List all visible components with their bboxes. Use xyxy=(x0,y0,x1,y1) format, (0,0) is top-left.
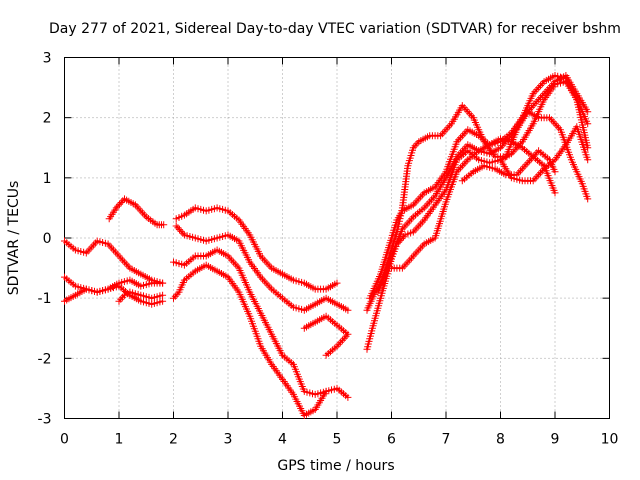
y-axis-label: SDTVAR / TECUs xyxy=(6,181,22,296)
series-track-6 xyxy=(172,204,341,293)
x-tick-label: 0 xyxy=(60,432,69,448)
x-tick-label: 8 xyxy=(496,432,505,448)
series-markers xyxy=(115,288,167,305)
y-tick-label: 0 xyxy=(43,231,52,247)
series-markers xyxy=(172,222,352,314)
series-track-4 xyxy=(115,288,167,305)
y-tick-labels: -3 -2 -1 0 1 2 3 xyxy=(38,51,52,428)
y-tick-label: -1 xyxy=(38,291,52,307)
series-track-5 xyxy=(105,195,168,229)
series-track-8 xyxy=(170,246,352,401)
series-markers xyxy=(497,123,592,185)
series-track-7 xyxy=(172,222,352,314)
x-axis-label: GPS time / hours xyxy=(277,458,394,474)
series-track-10 xyxy=(300,312,352,359)
series-track-1 xyxy=(61,237,167,287)
y-tick-label: 3 xyxy=(43,51,52,67)
series-markers xyxy=(61,237,167,287)
y-tick-label: -3 xyxy=(38,412,52,428)
x-tick-label: 1 xyxy=(115,432,124,448)
series-track-17 xyxy=(497,123,592,185)
series-group xyxy=(61,72,592,419)
y-tick-label: -2 xyxy=(38,351,52,367)
series-markers xyxy=(105,195,168,229)
x-tick-label: 4 xyxy=(278,432,287,448)
x-tick-label: 5 xyxy=(333,432,342,448)
series-markers xyxy=(172,204,341,293)
series-markers xyxy=(300,312,352,359)
x-tick-label: 3 xyxy=(224,432,233,448)
series-markers xyxy=(170,246,352,401)
y-tick-label: 2 xyxy=(43,111,52,127)
x-tick-label: 7 xyxy=(442,432,451,448)
series-track-14 xyxy=(374,102,592,296)
series-markers xyxy=(170,261,330,419)
series-line xyxy=(108,197,164,226)
series-track-9 xyxy=(170,261,330,419)
x-tick-label: 10 xyxy=(601,432,619,448)
x-tick-label: 2 xyxy=(169,432,178,448)
y-tick-label: 1 xyxy=(43,171,52,187)
x-tick-label: 9 xyxy=(551,432,560,448)
chart-title: Day 277 of 2021, Sidereal Day-to-day VTE… xyxy=(49,21,621,37)
x-tick-label: 6 xyxy=(387,432,396,448)
x-tick-labels: 0 1 2 3 4 5 6 7 8 9 10 xyxy=(60,432,618,448)
